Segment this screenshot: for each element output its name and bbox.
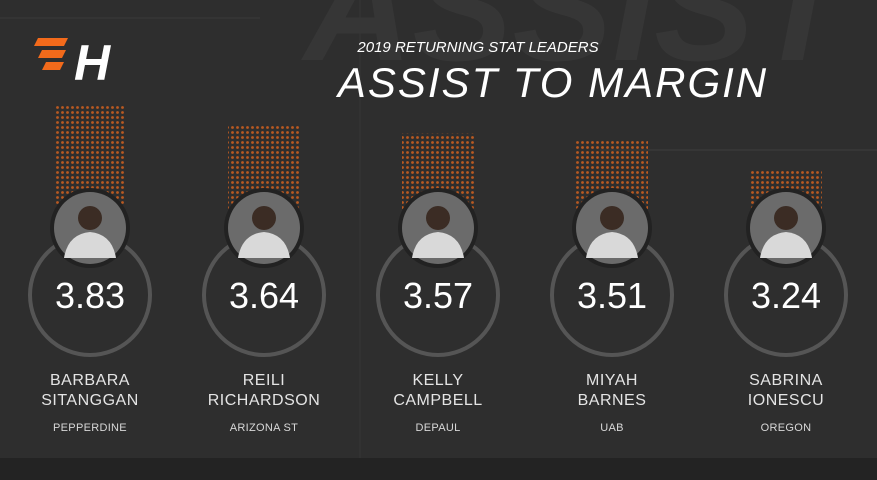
team-name: OREGON xyxy=(706,422,866,434)
value-label: 3.24 xyxy=(751,275,821,316)
team-name-text: ARIZONA ST xyxy=(229,422,299,434)
subtitle: 2019 RETURNING STAT LEADERS xyxy=(356,39,598,56)
player-name: KELLY CAMPBELL xyxy=(358,371,518,411)
player-name: MIYAH BARNES xyxy=(532,371,692,411)
team-name: PEPPERDINE xyxy=(10,422,170,434)
photo-body xyxy=(238,232,290,258)
photo-head xyxy=(600,206,624,230)
player-name: BARBARA SITANGGAN xyxy=(10,371,170,411)
player-name-text: MIYAH BARNES xyxy=(577,372,647,409)
player-name-text: SABRINA IONESCU xyxy=(747,372,825,409)
team-name-text: OREGON xyxy=(760,422,812,434)
team-name: UAB xyxy=(532,422,692,434)
photo-head xyxy=(426,206,450,230)
chart-title: ASSIST TO MARGIN xyxy=(335,59,768,106)
photo-head xyxy=(78,206,102,230)
footer-strip xyxy=(0,458,877,480)
logo-letter: H xyxy=(74,35,111,91)
player-name: REILI RICHARDSON xyxy=(184,371,344,411)
player-name-text: REILI RICHARDSON xyxy=(207,372,321,409)
player-name-text: KELLY CAMPBELL xyxy=(393,372,483,409)
team-name-text: DEPAUL xyxy=(415,422,461,434)
player-name-text: BARBARA SITANGGAN xyxy=(41,372,139,409)
player-name: SABRINA IONESCU xyxy=(706,371,866,411)
value-label: 3.83 xyxy=(55,275,125,316)
photo-body xyxy=(64,232,116,258)
photo-head xyxy=(252,206,276,230)
photo-head xyxy=(774,206,798,230)
value-label: 3.64 xyxy=(229,275,299,316)
team-name: ARIZONA ST xyxy=(184,422,344,434)
logo-wings xyxy=(34,38,68,70)
value-label: 3.51 xyxy=(577,275,647,316)
logo: H xyxy=(34,35,111,91)
team-name: DEPAUL xyxy=(358,422,518,434)
photo-body xyxy=(760,232,812,258)
background-word: ASSIST xyxy=(300,0,857,92)
photo-body xyxy=(412,232,464,258)
team-name-text: UAB xyxy=(600,422,624,434)
photo-body xyxy=(586,232,638,258)
team-name-text: PEPPERDINE xyxy=(53,422,127,434)
value-label: 3.57 xyxy=(403,275,473,316)
